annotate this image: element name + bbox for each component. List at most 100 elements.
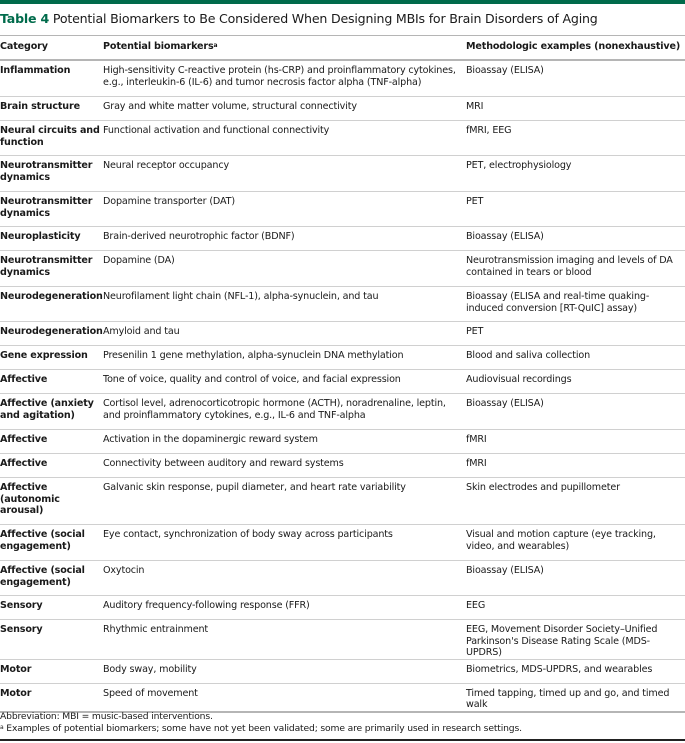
category-cell: Affective (autonomic arousal) (0, 477, 103, 525)
table-title: Table 4 Potential Biomarkers to Be Consi… (0, 11, 598, 26)
method-cell: MRI (466, 96, 685, 121)
biomarker-cell: Functional activation and functional con… (103, 120, 466, 156)
table-row: Neural circuits and function Functional a… (0, 120, 685, 156)
category-cell: Sensory (0, 619, 103, 660)
category-cell: Neurotransmitter dynamics (0, 250, 103, 287)
table-row: Affective (anxiety and agitation) Cortiso… (0, 393, 685, 430)
table-row: Gene expression Presenilin 1 gene methyla… (0, 345, 685, 370)
table-row: Neurotransmitter dynamics Dopamine (DA) Ne… (0, 250, 685, 287)
biomarker-cell: Amyloid and tau (103, 321, 466, 346)
biomarkers-table: Category Potential biomarkersa Methodolo… (0, 35, 685, 713)
category-cell: Affective (social engagement) (0, 560, 103, 596)
method-cell: Bioassay (ELISA) (466, 60, 685, 97)
method-cell: PET (466, 321, 685, 346)
method-cell: PET, electrophysiology (466, 155, 685, 192)
table-row: Affective Activation in the dopaminergic … (0, 429, 685, 454)
table-row: Neurotransmitter dynamics Dopamine transp… (0, 191, 685, 227)
table-row: Neurotransmitter dynamics Neural receptor… (0, 155, 685, 192)
top-accent-bar (0, 0, 685, 4)
header-biomarkers-text: Potential biomarkers (103, 41, 214, 52)
biomarker-cell: Rhythmic entrainment (103, 619, 466, 660)
biomarker-cell: Presenilin 1 gene methylation, alpha-syn… (103, 345, 466, 370)
bottom-rule (0, 739, 685, 741)
footnote: a Examples of potential biomarkers; some… (0, 723, 522, 735)
table-row: Motor Speed of movement Timed tapping, tim… (0, 683, 685, 713)
table-row: Sensory Auditory frequency-following resp… (0, 595, 685, 620)
category-cell: Neural circuits and function (0, 120, 103, 156)
method-cell: fMRI (466, 429, 685, 454)
category-cell: Affective (social engagement) (0, 524, 103, 561)
biomarker-cell: Body sway, mobility (103, 659, 466, 684)
table-row: Affective (social engagement) Eye contact… (0, 524, 685, 561)
biomarker-cell: Neurofilament light chain (NFL-1), alpha… (103, 286, 466, 322)
header-methods: Methodologic examples (nonexhaustive) (466, 35, 685, 61)
table-row: Neurodegeneration Neurofilament light cha… (0, 286, 685, 322)
method-cell: Neurotransmission imaging and levels of … (466, 250, 685, 287)
header-biomarkers: Potential biomarkersa (103, 35, 466, 61)
biomarker-cell: Eye contact, synchronization of body swa… (103, 524, 466, 561)
category-cell: Neurotransmitter dynamics (0, 155, 103, 192)
method-cell: Audiovisual recordings (466, 369, 685, 394)
biomarker-cell: Connectivity between auditory and reward… (103, 453, 466, 478)
biomarker-cell: High-sensitivity C-reactive protein (hs-… (103, 60, 466, 97)
category-cell: Gene expression (0, 345, 103, 370)
table-row: Affective Connectivity between auditory a… (0, 453, 685, 478)
method-cell: fMRI, EEG (466, 120, 685, 156)
method-cell: Bioassay (ELISA) (466, 226, 685, 251)
biomarker-cell: Activation in the dopaminergic reward sy… (103, 429, 466, 454)
footnote-marker: a (0, 723, 4, 731)
biomarker-cell: Cortisol level, adrenocorticotropic horm… (103, 393, 466, 430)
method-cell: Timed tapping, timed up and go, and time… (466, 683, 685, 713)
method-cell: Skin electrodes and pupillometer (466, 477, 685, 525)
category-cell: Motor (0, 683, 103, 713)
biomarker-cell: Oxytocin (103, 560, 466, 596)
method-cell: PET (466, 191, 685, 227)
category-cell: Neuroplasticity (0, 226, 103, 251)
method-cell: Bioassay (ELISA) (466, 393, 685, 430)
biomarker-cell: Dopamine (DA) (103, 250, 466, 287)
category-cell: Neurotransmitter dynamics (0, 191, 103, 227)
table-row: Affective (social engagement) Oxytocin Bio… (0, 560, 685, 596)
biomarker-cell: Galvanic skin response, pupil diameter, … (103, 477, 466, 525)
table-notes: Abbreviation: MBI = music-based interven… (0, 711, 522, 734)
table-row: Neurodegeneration Amyloid and tau PET (0, 321, 685, 346)
method-cell: Bioassay (ELISA) (466, 560, 685, 596)
table-row: Neuroplasticity Brain-derived neurotrophi… (0, 226, 685, 251)
category-cell: Neurodegeneration (0, 286, 103, 322)
category-cell: Affective (0, 369, 103, 394)
table-row: Affective Tone of voice, quality and cont… (0, 369, 685, 394)
category-cell: Motor (0, 659, 103, 684)
table-row: Sensory Rhythmic entrainment EEG, Movement… (0, 619, 685, 660)
biomarker-cell: Speed of movement (103, 683, 466, 713)
table-label: Table 4 (0, 11, 50, 26)
footnote-marker: a (213, 42, 218, 49)
biomarker-cell: Auditory frequency-following response (F… (103, 595, 466, 620)
biomarker-cell: Dopamine transporter (DAT) (103, 191, 466, 227)
table-caption: Potential Biomarkers to Be Considered Wh… (52, 11, 598, 26)
header-row: Category Potential biomarkersa Methodolo… (0, 35, 685, 61)
category-cell: Affective (0, 429, 103, 454)
biomarker-cell: Brain-derived neurotrophic factor (BDNF) (103, 226, 466, 251)
method-cell: EEG, Movement Disorder Society–Unified P… (466, 619, 685, 660)
method-cell: EEG (466, 595, 685, 620)
category-cell: Neurodegeneration (0, 321, 103, 346)
method-cell: Biometrics, MDS-UPDRS, and wearables (466, 659, 685, 684)
table-row: Affective (autonomic arousal) Galvanic sk… (0, 477, 685, 525)
category-cell: Inflammation (0, 60, 103, 97)
table-row: Inflammation High-sensitivity C-reactive … (0, 60, 685, 97)
method-cell: Blood and saliva collection (466, 345, 685, 370)
footnote-text: Examples of potential biomarkers; some h… (3, 722, 522, 734)
method-cell: Bioassay (ELISA and real-time quaking-in… (466, 286, 685, 322)
table-row: Motor Body sway, mobility Biometrics, MDS-… (0, 659, 685, 684)
header-category: Category (0, 35, 103, 61)
abbreviation-note: Abbreviation: MBI = music-based interven… (0, 711, 213, 722)
method-cell: fMRI (466, 453, 685, 478)
category-cell: Brain structure (0, 96, 103, 121)
biomarker-cell: Tone of voice, quality and control of vo… (103, 369, 466, 394)
category-cell: Affective (0, 453, 103, 478)
table-row: Brain structure Gray and white matter vol… (0, 96, 685, 121)
method-cell: Visual and motion capture (eye tracking,… (466, 524, 685, 561)
category-cell: Sensory (0, 595, 103, 620)
biomarker-cell: Neural receptor occupancy (103, 155, 466, 192)
biomarker-cell: Gray and white matter volume, structural… (103, 96, 466, 121)
